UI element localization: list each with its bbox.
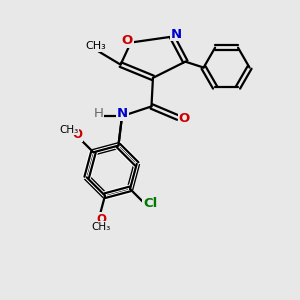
Text: O: O [96,213,106,226]
Text: CH₃: CH₃ [92,222,111,232]
Text: CH₃: CH₃ [86,41,106,51]
Text: H: H [94,107,103,120]
Text: CH₃: CH₃ [59,125,78,135]
Text: O: O [179,112,190,125]
Text: N: N [117,107,128,120]
Text: Cl: Cl [143,197,157,210]
Text: N: N [171,28,182,41]
Text: O: O [73,128,82,141]
Text: O: O [122,34,133,47]
